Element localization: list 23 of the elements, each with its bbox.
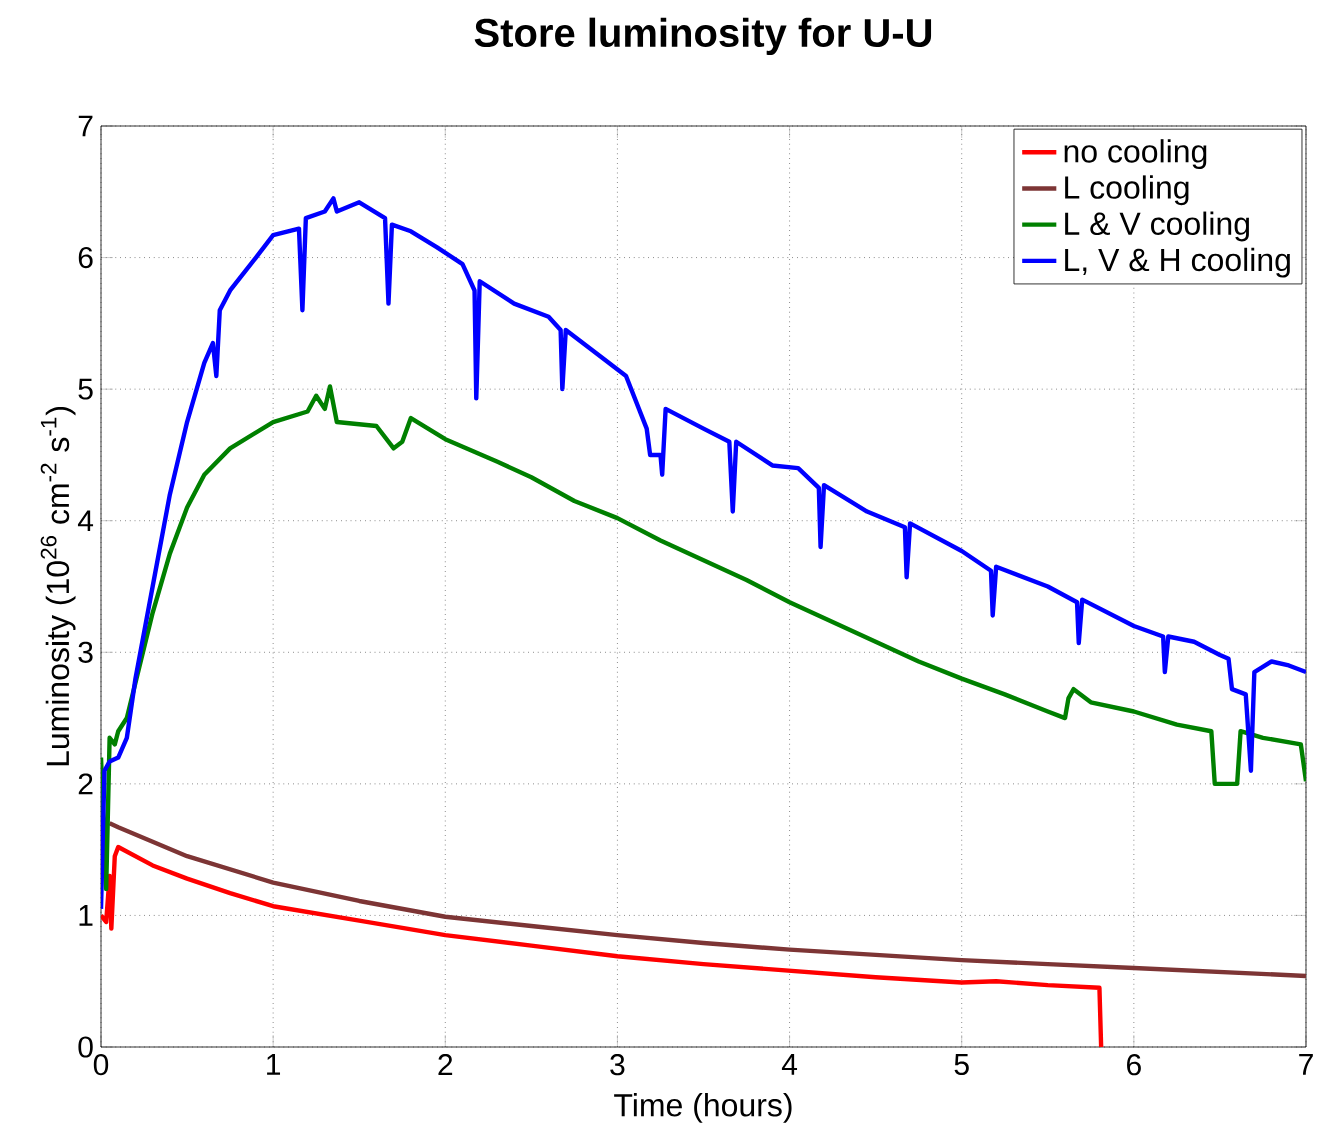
x-tick-label: 0 (93, 1054, 109, 1076)
y-tick-label: 6 (78, 246, 93, 269)
y-tick-label: 4 (77, 510, 94, 532)
chart-title: Store luminosity for U-U (474, 17, 932, 55)
x-tick-label: 5 (954, 1054, 969, 1075)
x-axis-title: Time (hours) (614, 1093, 792, 1123)
legend-label: L cooling (1065, 175, 1189, 206)
y-tick-label: 7 (78, 115, 93, 137)
x-tick-label: 4 (781, 1054, 798, 1075)
x-tick-label: 3 (610, 1054, 625, 1076)
y-tick-label: 1 (79, 905, 93, 926)
x-tick-label: 6 (1127, 1054, 1141, 1076)
y-tick-label: 3 (78, 641, 93, 663)
x-tick-label: 2 (438, 1054, 453, 1076)
y-tick-label: 2 (78, 773, 93, 795)
y-tick-label: 5 (78, 378, 93, 400)
y-tick-label: 0 (78, 1036, 93, 1058)
legend-label: no cooling (1064, 139, 1207, 170)
legend-label: L, V & H cooling (1065, 247, 1290, 278)
x-tick-label: 1 (267, 1054, 281, 1075)
x-tick-label: 7 (1299, 1054, 1313, 1075)
legend-label: L & V cooling (1065, 211, 1249, 242)
y-axis-title: Luminosity (10$^{26}$ cm$^{-2}$ s$^{-1}$) (40, 407, 76, 766)
